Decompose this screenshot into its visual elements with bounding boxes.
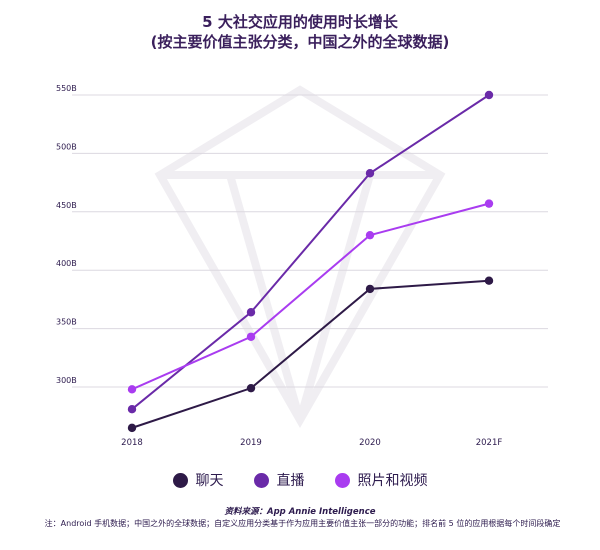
series-line-0 — [131, 279, 490, 429]
series-line-2 — [131, 202, 490, 391]
y-tick-label: 300B — [56, 376, 77, 385]
footnote-text: 注：Android 手机数据；中国之外的全球数据；自定义应用分类基于作为应用主要… — [44, 519, 561, 528]
y-tick-label: 450B — [56, 201, 77, 210]
series-line-1 — [131, 94, 490, 410]
legend-dot-photo-video — [334, 472, 350, 488]
series-point — [484, 276, 494, 285]
x-tick-label: 2021F — [476, 438, 503, 448]
chart-title-line-1: 5 大社交应用的使用时长增长 — [202, 13, 398, 31]
series-point — [484, 90, 494, 100]
legend-label-live: 直播 — [276, 473, 305, 489]
legend-label-chat: 聊天 — [195, 473, 224, 489]
series-point — [127, 404, 137, 414]
legend-item-photo-video: 照片和视频 — [334, 470, 428, 490]
legend-label-photo-video: 照片和视频 — [357, 473, 428, 489]
series-point — [246, 383, 256, 393]
source-text: 资料来源：App Annie Intelligence — [224, 507, 376, 517]
series-point — [246, 308, 256, 317]
legend-dot-live — [253, 472, 269, 488]
legend-item-chat: 聊天 — [172, 470, 224, 490]
series-point — [127, 423, 137, 433]
x-tick-label: 2020 — [359, 438, 381, 448]
legend-dot-chat — [172, 472, 188, 488]
y-tick-label: 500B — [56, 142, 77, 151]
line-chart: 300B 350B 400B 450B 500B 550B 2018 2019 2020 202… — [56, 84, 548, 448]
series-point — [365, 230, 375, 240]
y-tick-label: 400B — [56, 259, 77, 268]
chart-legend: 聊天 直播 照片和视频 — [0, 470, 600, 490]
series-point — [365, 169, 375, 178]
x-tick-label: 2019 — [240, 438, 262, 448]
series-point — [365, 284, 375, 294]
chart-title-line-2: (按主要价值主张分类，中国之外的全球数据) — [150, 33, 450, 51]
series-point — [246, 332, 256, 341]
series-point — [127, 385, 137, 394]
legend-item-live: 直播 — [253, 470, 305, 490]
series-point — [484, 199, 494, 208]
y-tick-label: 350B — [56, 318, 77, 327]
y-tick-label: 550B — [56, 84, 77, 93]
x-tick-label: 2018 — [121, 438, 143, 448]
chart-title: 5 大社交应用的使用时长增长 (按主要价值主张分类，中国之外的全球数据) — [0, 12, 600, 52]
